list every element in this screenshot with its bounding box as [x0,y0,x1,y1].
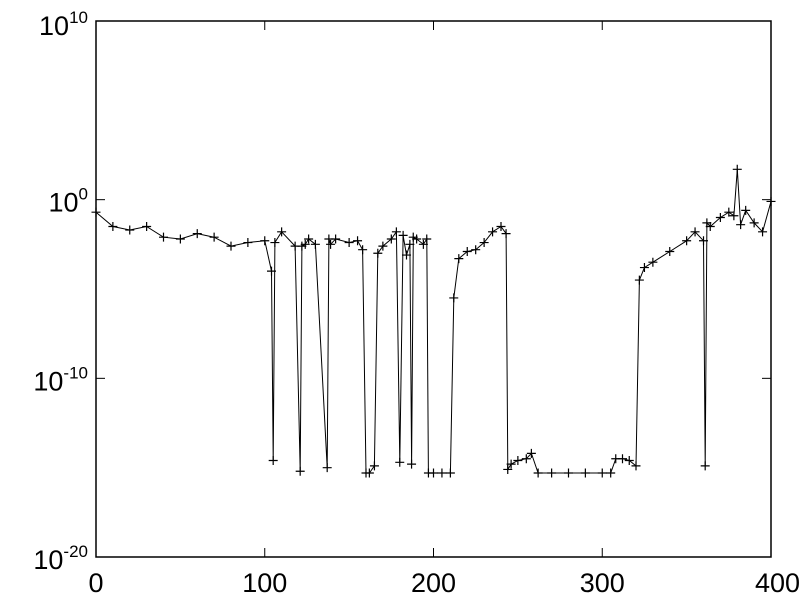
data-point-marker [634,275,644,285]
data-point-marker [108,221,118,231]
data-point-marker [766,196,776,206]
y-tick-label: 100 [48,185,88,218]
data-point-marker [449,293,459,303]
data-point-marker [690,227,700,237]
data-point-marker [547,468,557,478]
data-point-marker [369,461,379,471]
data-point-marker [395,457,405,467]
data-point-marker [488,227,498,237]
data-point-marker [270,238,280,248]
data-point-marker [398,230,408,240]
data-point-marker [715,213,725,223]
data-point-marker [749,218,759,228]
data-point-marker [699,236,708,246]
data-point-marker [412,234,422,244]
series-line [95,169,772,474]
data-point-marker [682,236,692,246]
data-point-marker [758,227,768,237]
data-point-marker [501,229,511,239]
data-point-marker [564,468,573,478]
data-point-marker [700,461,710,471]
data-point-marker [606,468,616,478]
data-point-marker [243,238,253,248]
data-point-marker [631,461,641,471]
data-point-marker [741,205,751,215]
data-point-marker [159,232,168,242]
data-point-marker [462,246,472,256]
data-point-marker [479,238,489,248]
data-point-marker [724,207,734,217]
data-point-marker [513,456,523,466]
data-point-marker [503,464,513,474]
y-tick-label: 1010 [39,8,88,41]
data-point-marker [521,454,531,464]
data-point-marker [142,221,152,231]
data-point-marker [639,263,649,273]
data-point-marker [705,221,715,231]
series-markers [91,164,776,478]
data-point-marker [91,207,101,217]
data-point-marker [300,239,310,249]
y-tick-label: 10-10 [33,363,88,396]
data-point-marker [364,468,374,478]
x-tick-label: 300 [580,568,625,598]
data-point-marker [648,257,658,267]
data-point-marker [358,245,368,255]
data-point-marker [260,236,270,246]
data-point-marker [624,456,634,466]
data-point-marker [209,232,219,242]
data-point-marker [437,468,447,478]
data-point-marker [175,234,185,244]
data-point-marker [506,459,516,469]
data-point-marker [418,239,428,249]
data-point-marker [295,466,305,476]
data-point-marker [580,468,590,478]
data-point-marker [402,250,411,260]
data-point-marker [405,239,415,249]
data-point-marker [422,234,432,244]
data-point-marker [407,459,417,469]
data-point-marker [445,468,455,478]
data-point-marker [729,211,739,221]
x-tick-label: 0 [88,568,103,598]
data-point-marker [429,468,438,478]
data-point-marker [732,164,742,174]
data-point-marker [597,468,607,478]
data-point-marker [736,220,746,230]
y-tick-label: 10-20 [33,542,88,575]
data-point-marker [391,227,401,237]
data-point-marker [326,239,336,249]
x-tick-label: 100 [242,568,287,598]
data-point-marker [533,468,543,478]
x-tick-label: 400 [755,568,800,598]
axis-tick-labels: 0 100 200 300 400 1010 100 10-10 10-20 [33,8,800,598]
data-point-marker [454,254,464,264]
data-point-marker [277,227,287,237]
data-point-marker [665,246,675,256]
data-point-marker [471,245,481,255]
data-point-marker [331,234,341,244]
data-point-marker [373,248,383,258]
data-point-marker [353,236,363,246]
data-point-marker [267,266,276,276]
data-point-marker [386,234,396,244]
data-point-marker [192,229,202,239]
data-point-marker [310,239,320,249]
data-point-marker [268,456,278,466]
data-point-marker [496,221,506,231]
data-point-marker [226,241,236,251]
x-tick-label: 200 [411,568,456,598]
data-point-marker [304,234,314,244]
data-point-marker [378,241,388,251]
axis-ticks [95,20,772,558]
data-point-marker [344,238,354,248]
data-point-marker [125,225,135,235]
data-point-marker [526,448,536,458]
data-point-marker [618,454,627,464]
data-point-marker [322,463,332,473]
